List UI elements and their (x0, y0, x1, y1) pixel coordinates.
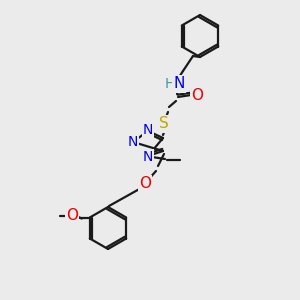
Text: O: O (191, 88, 203, 103)
Text: N: N (173, 76, 185, 92)
Text: S: S (159, 116, 169, 131)
Text: O: O (66, 208, 78, 223)
Text: N: N (143, 123, 153, 137)
Text: H: H (165, 77, 175, 91)
Text: N: N (128, 135, 138, 149)
Text: N: N (143, 150, 153, 164)
Text: O: O (139, 176, 151, 191)
